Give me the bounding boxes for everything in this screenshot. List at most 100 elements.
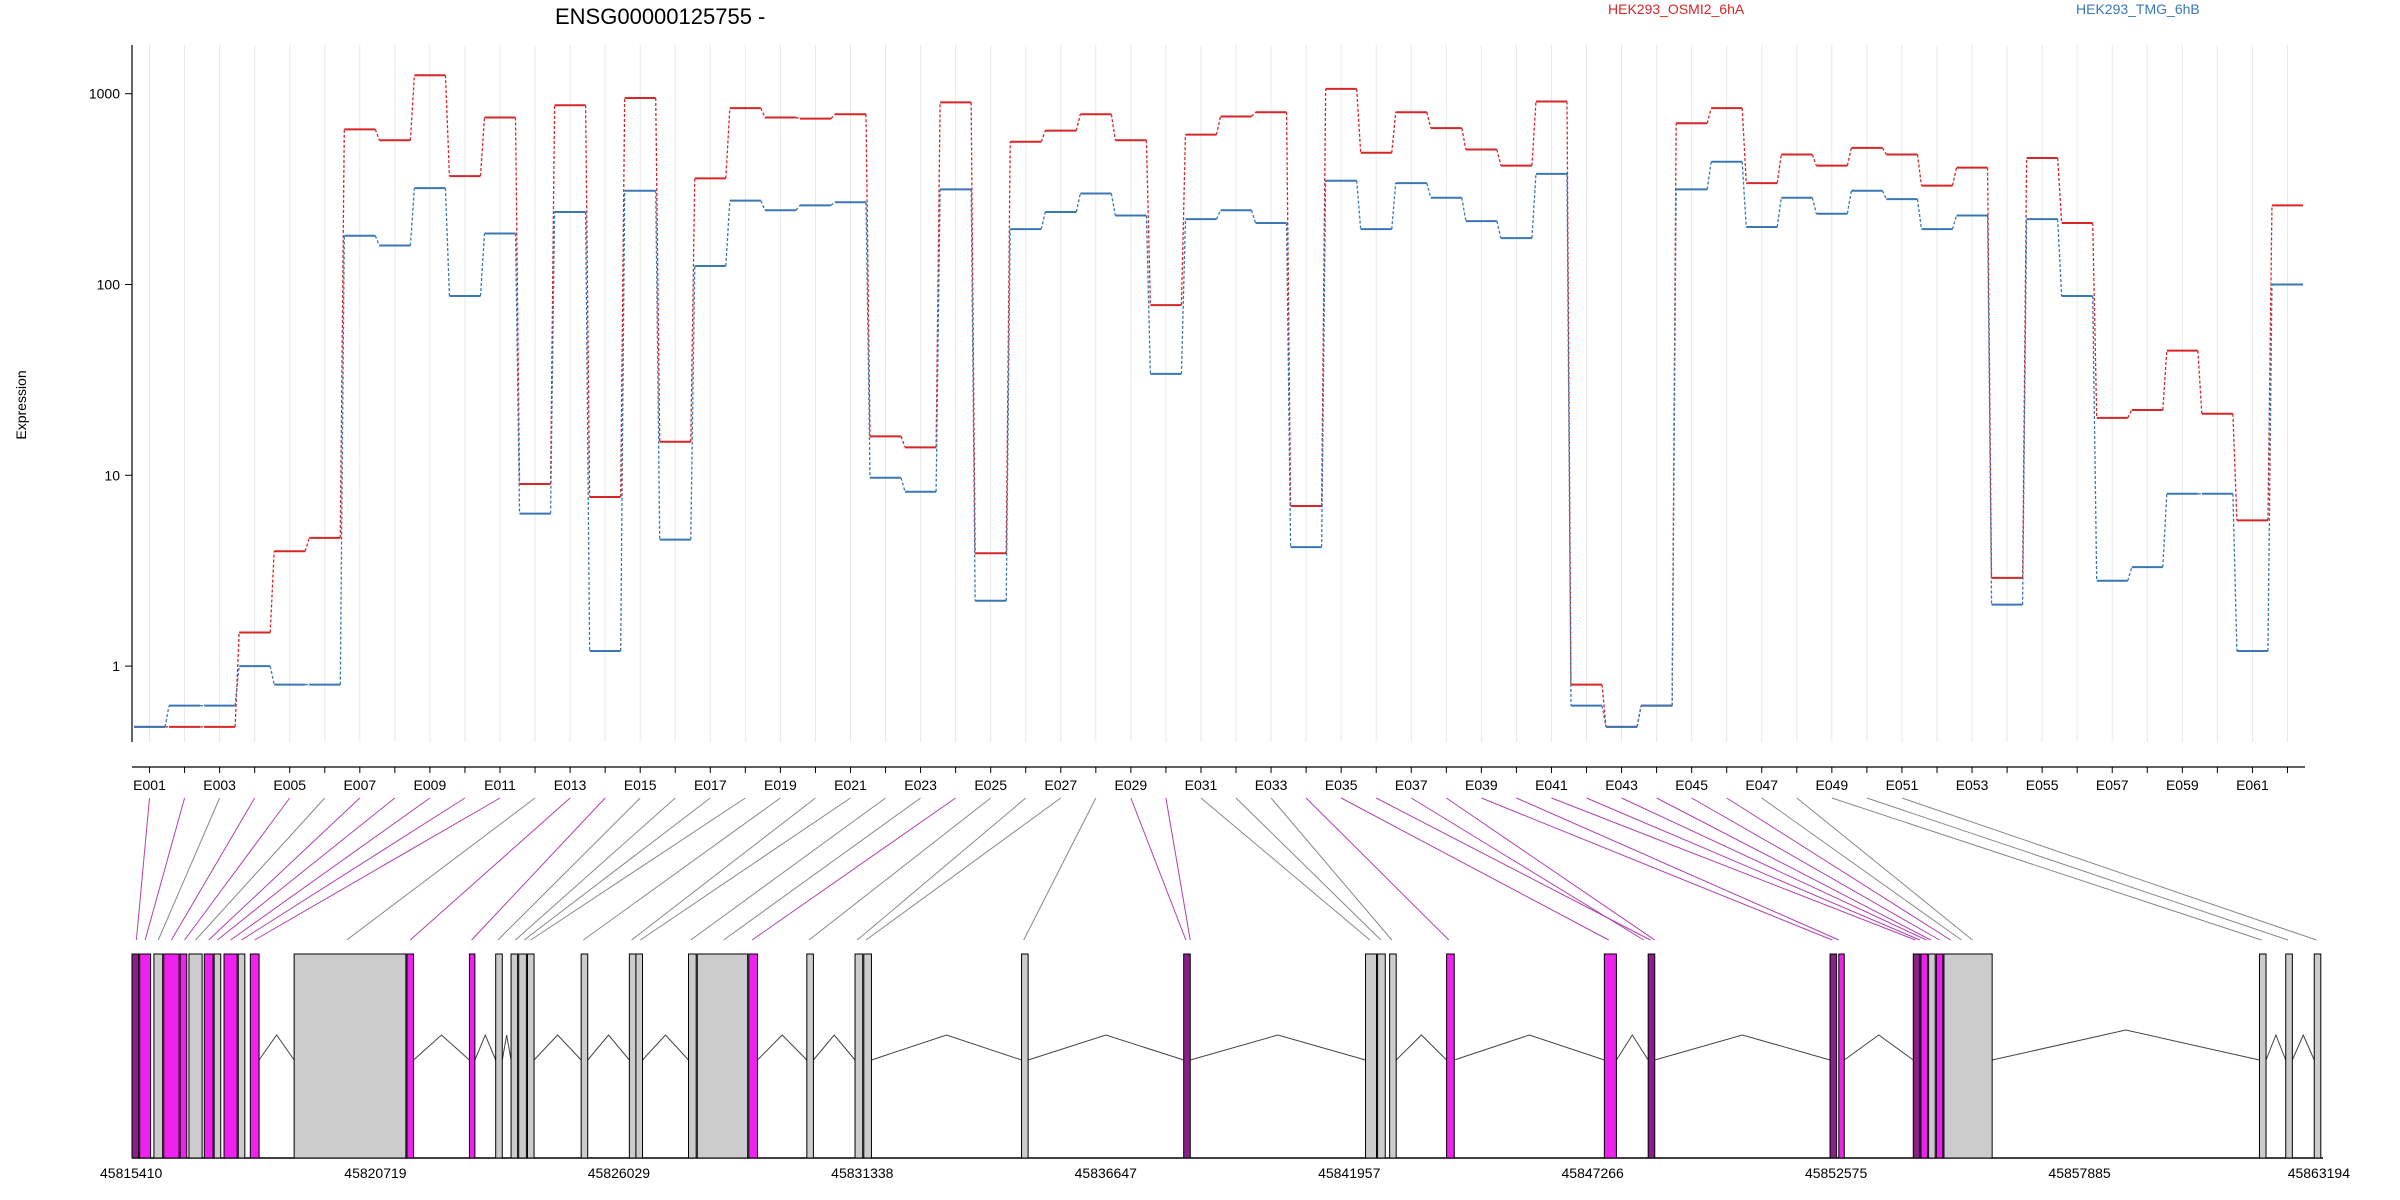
series-connector <box>795 204 801 211</box>
series-connector <box>1426 112 1432 129</box>
series-connector <box>1285 112 1292 507</box>
legend-entry-tmg: HEK293_TMG_6hB <box>2076 1 2200 17</box>
intron-line <box>1843 1034 1914 1061</box>
connector-E011 <box>254 797 501 941</box>
series-connector <box>655 97 661 442</box>
series-connector <box>1040 211 1046 230</box>
exon-block <box>406 953 415 1159</box>
series-connector <box>865 202 871 478</box>
x-tick-label-E021: E021 <box>834 777 867 793</box>
x-tick-label-E039: E039 <box>1465 777 1498 793</box>
intron-line <box>1027 1034 1184 1061</box>
series-connector <box>1706 161 1712 190</box>
x-tick-label-E055: E055 <box>2026 777 2059 793</box>
exon-block <box>526 953 535 1159</box>
connector-E051 <box>1901 797 2317 941</box>
connector-E009 <box>230 797 431 941</box>
series-connector <box>655 190 661 540</box>
series-connector <box>409 188 416 246</box>
series-connector <box>2267 205 2273 521</box>
series-connector <box>1391 112 1397 153</box>
exon-block <box>696 953 749 1159</box>
series-connector <box>1951 167 1958 186</box>
series-connector <box>1566 101 1572 685</box>
intron-line <box>871 1034 1022 1061</box>
series-connector <box>1531 101 1537 166</box>
connector-E039 <box>1481 797 1833 941</box>
connector-E034 <box>1305 797 1450 941</box>
x-tick-label-E017: E017 <box>694 777 727 793</box>
exon-block <box>688 953 697 1159</box>
exon-block <box>1021 953 1029 1159</box>
series-connector <box>1320 88 1327 507</box>
connector-E028 <box>1023 797 1097 941</box>
series-connector <box>830 113 836 120</box>
genome-coordinate-label: 45857885 <box>2048 1165 2111 1181</box>
y-tick-label: 1000 <box>89 86 120 102</box>
intron-line <box>258 1034 295 1061</box>
exon-block <box>806 953 814 1159</box>
x-tick-label-E057: E057 <box>2096 777 2129 793</box>
series-connector <box>690 265 696 540</box>
series-connector <box>935 189 941 492</box>
intron-line <box>813 1034 856 1061</box>
connector-E025 <box>808 797 991 941</box>
exon-block <box>580 953 589 1159</box>
series-connector <box>479 233 486 297</box>
x-tick-label-E051: E051 <box>1886 777 1919 793</box>
connector-E015 <box>497 797 641 941</box>
series-connector <box>2057 219 2063 297</box>
series-connector <box>900 477 906 492</box>
exon-block <box>1838 953 1845 1159</box>
x-tick-label-E049: E049 <box>1815 777 1848 793</box>
exon-block <box>213 953 222 1159</box>
series-connector <box>1215 209 1222 220</box>
exon-block <box>139 953 152 1159</box>
x-tick-label-E001: E001 <box>133 777 166 793</box>
series-connector <box>1356 88 1362 153</box>
connector-E026 <box>856 797 1027 941</box>
connector-E003 <box>157 797 221 941</box>
exon-block <box>863 953 872 1159</box>
y-axis-label: Expression <box>13 370 29 439</box>
x-tick-label-E035: E035 <box>1325 777 1358 793</box>
genome-coordinate-label: 45863194 <box>2288 1165 2351 1181</box>
exon-block <box>1183 953 1191 1159</box>
connector-E038 <box>1446 797 1656 941</box>
x-tick-label-E061: E061 <box>2236 777 2269 793</box>
exon-block <box>2313 953 2322 1159</box>
series-connector <box>1285 223 1292 548</box>
connector-E044 <box>1656 797 1932 941</box>
series-connector <box>1110 114 1116 141</box>
exon-block <box>1943 953 1993 1159</box>
series-connector <box>1881 147 1887 155</box>
exon-block <box>518 953 527 1159</box>
series-connector <box>2197 350 2203 414</box>
connector-E046 <box>1726 797 1951 941</box>
intron-line <box>757 1034 808 1061</box>
series-connector <box>760 200 766 211</box>
connector-E006 <box>195 797 326 941</box>
series-connector <box>1601 684 1607 727</box>
series-connector <box>2092 223 2098 418</box>
intron-line <box>1992 1029 2260 1061</box>
x-tick-label-E033: E033 <box>1255 777 1288 793</box>
exon-block <box>495 953 503 1159</box>
series-connector <box>1426 182 1432 198</box>
series-connector <box>2267 284 2273 651</box>
series-connector <box>690 178 696 442</box>
series-connector <box>1881 190 1888 200</box>
connector-E035 <box>1340 797 1609 941</box>
x-tick-label-E031: E031 <box>1185 777 1218 793</box>
series-connector <box>1636 705 1642 728</box>
exon-block <box>153 953 164 1159</box>
series-connector <box>374 129 380 141</box>
intron-line <box>2291 1033 2315 1061</box>
x-tick-label-E013: E013 <box>554 777 587 793</box>
series-connector <box>234 666 240 706</box>
exon-block <box>179 953 188 1159</box>
x-tick-label-E015: E015 <box>624 777 657 793</box>
series-connector <box>935 102 941 448</box>
series-connector <box>514 117 521 485</box>
